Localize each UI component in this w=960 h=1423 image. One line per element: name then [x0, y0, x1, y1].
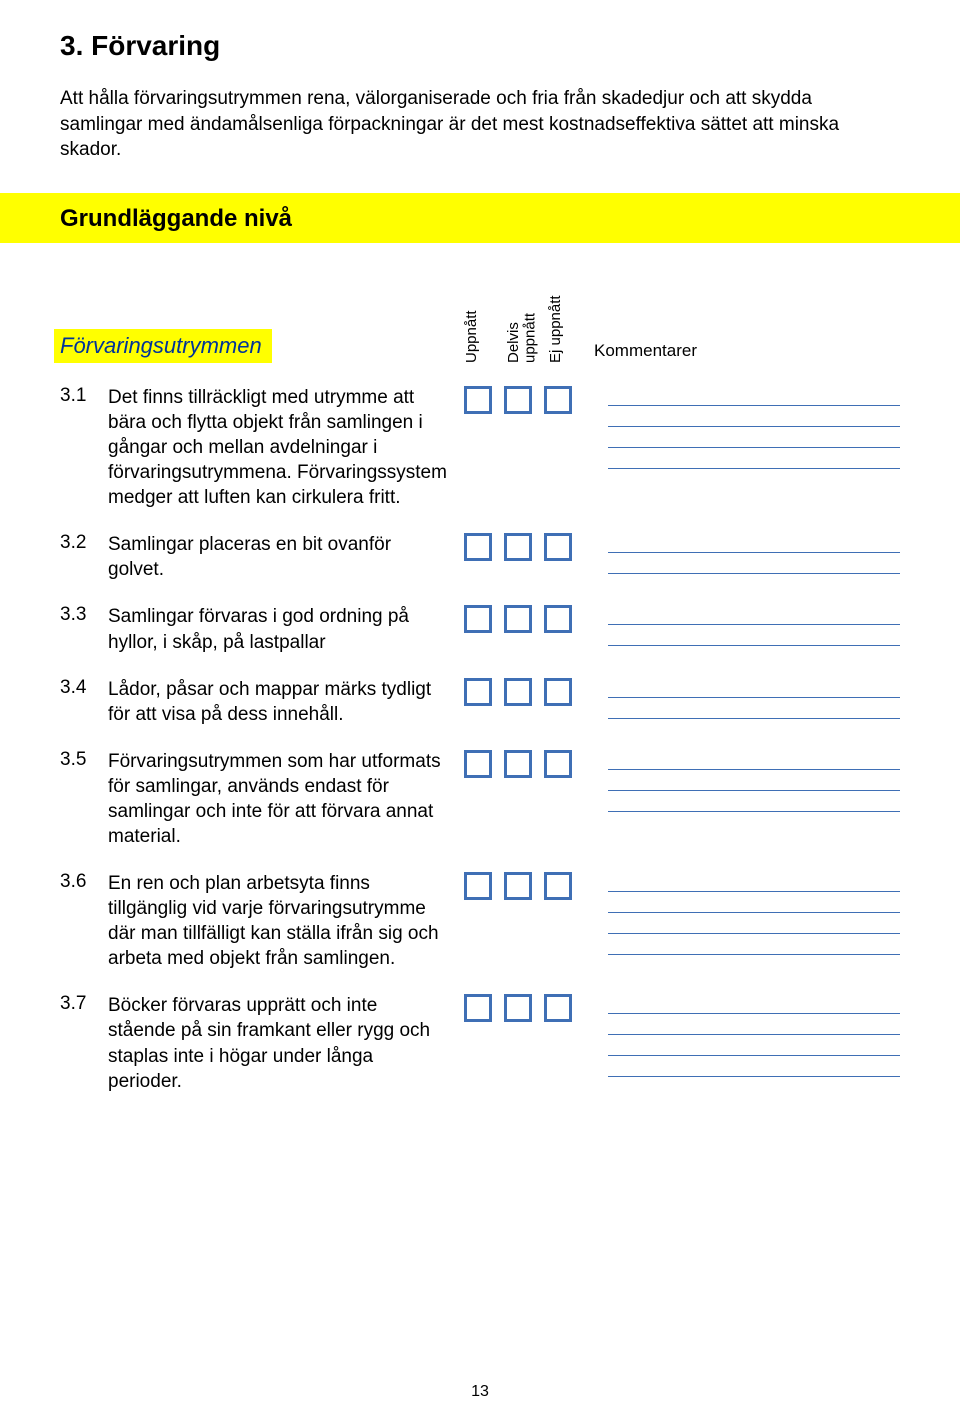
checklist-row: 3.5 Förvaringsutrymmen som har utformats…: [60, 749, 900, 849]
item-text: En ren och plan arbetsyta finns tillgäng…: [108, 871, 460, 971]
checkbox-ej[interactable]: [544, 533, 572, 561]
checkbox-group: [460, 871, 600, 900]
section-title: 3. Förvaring: [60, 30, 900, 62]
checkbox-uppnatt[interactable]: [464, 386, 492, 414]
item-number: 3.1: [60, 385, 108, 407]
comment-lines[interactable]: [600, 677, 900, 719]
checkbox-delvis[interactable]: [504, 386, 532, 414]
checklist-row: 3.2 Samlingar placeras en bit ovanför go…: [60, 532, 900, 582]
checkbox-delvis[interactable]: [504, 533, 532, 561]
col-ej-label: Ej uppnått: [548, 293, 578, 363]
checkbox-group: [460, 993, 600, 1022]
checkbox-group: [460, 385, 600, 414]
item-text: Samlingar förvaras i god ordning på hyll…: [108, 604, 460, 654]
checklist-row: 3.7 Böcker förvaras upprätt och inte stå…: [60, 993, 900, 1093]
item-text: Böcker förvaras upprätt och inte stående…: [108, 993, 460, 1093]
checkbox-uppnatt[interactable]: [464, 533, 492, 561]
item-number: 3.3: [60, 604, 108, 626]
checkbox-delvis[interactable]: [504, 605, 532, 633]
checkbox-ej[interactable]: [544, 872, 572, 900]
checkbox-ej[interactable]: [544, 605, 572, 633]
checkbox-group: [460, 604, 600, 633]
comment-lines[interactable]: [600, 604, 900, 646]
checkbox-delvis[interactable]: [504, 872, 532, 900]
item-number: 3.7: [60, 993, 108, 1015]
page-number: 13: [0, 1383, 960, 1401]
item-number: 3.5: [60, 749, 108, 771]
checkbox-group: [460, 749, 600, 778]
checkbox-uppnatt[interactable]: [464, 750, 492, 778]
item-text: Förvaringsutrymmen som har utformats för…: [108, 749, 460, 849]
checkbox-ej[interactable]: [544, 750, 572, 778]
checkbox-delvis[interactable]: [504, 678, 532, 706]
checkbox-group: [460, 532, 600, 561]
checkbox-uppnatt[interactable]: [464, 872, 492, 900]
level-band: Grundläggande nivå: [0, 193, 960, 243]
page: 3. Förvaring Att hålla förvaringsutrymme…: [0, 0, 960, 1134]
col-uppnatt-label: Uppnått: [464, 293, 494, 363]
checkbox-uppnatt[interactable]: [464, 605, 492, 633]
checklist-row: 3.4 Lådor, påsar och mappar märks tydlig…: [60, 677, 900, 727]
checklist-row: 3.6 En ren och plan arbetsyta finns till…: [60, 871, 900, 971]
comment-lines[interactable]: [600, 871, 900, 955]
column-headers: Uppnått Delvis uppnått Ej uppnått: [460, 293, 578, 363]
comment-lines[interactable]: [600, 385, 900, 469]
checkbox-ej[interactable]: [544, 678, 572, 706]
intro-paragraph: Att hålla förvaringsutrymmen rena, välor…: [60, 86, 880, 163]
comments-header: Kommentarer: [578, 341, 697, 363]
col-delvis-label: Delvis uppnått: [506, 293, 536, 363]
checkbox-delvis[interactable]: [504, 994, 532, 1022]
checkbox-uppnatt[interactable]: [464, 678, 492, 706]
item-number: 3.2: [60, 532, 108, 554]
item-number: 3.4: [60, 677, 108, 699]
checkbox-group: [460, 677, 600, 706]
item-text: Samlingar placeras en bit ovanför golvet…: [108, 532, 460, 582]
checkbox-ej[interactable]: [544, 386, 572, 414]
header-row: Förvaringsutrymmen Uppnått Delvis uppnåt…: [60, 293, 900, 363]
level-label: Grundläggande nivå: [60, 205, 900, 233]
item-text: Lådor, påsar och mappar märks tydligt fö…: [108, 677, 460, 727]
checklist-row: 3.3 Samlingar förvaras i god ordning på …: [60, 604, 900, 654]
comment-lines[interactable]: [600, 532, 900, 574]
checkbox-ej[interactable]: [544, 994, 572, 1022]
item-number: 3.6: [60, 871, 108, 893]
checkbox-delvis[interactable]: [504, 750, 532, 778]
checkbox-uppnatt[interactable]: [464, 994, 492, 1022]
subsection-label: Förvaringsutrymmen: [54, 329, 272, 363]
comment-lines[interactable]: [600, 749, 900, 812]
comment-lines[interactable]: [600, 993, 900, 1077]
item-text: Det finns tillräckligt med utrymme att b…: [108, 385, 460, 510]
checklist-row: 3.1 Det finns tillräckligt med utrymme a…: [60, 385, 900, 510]
